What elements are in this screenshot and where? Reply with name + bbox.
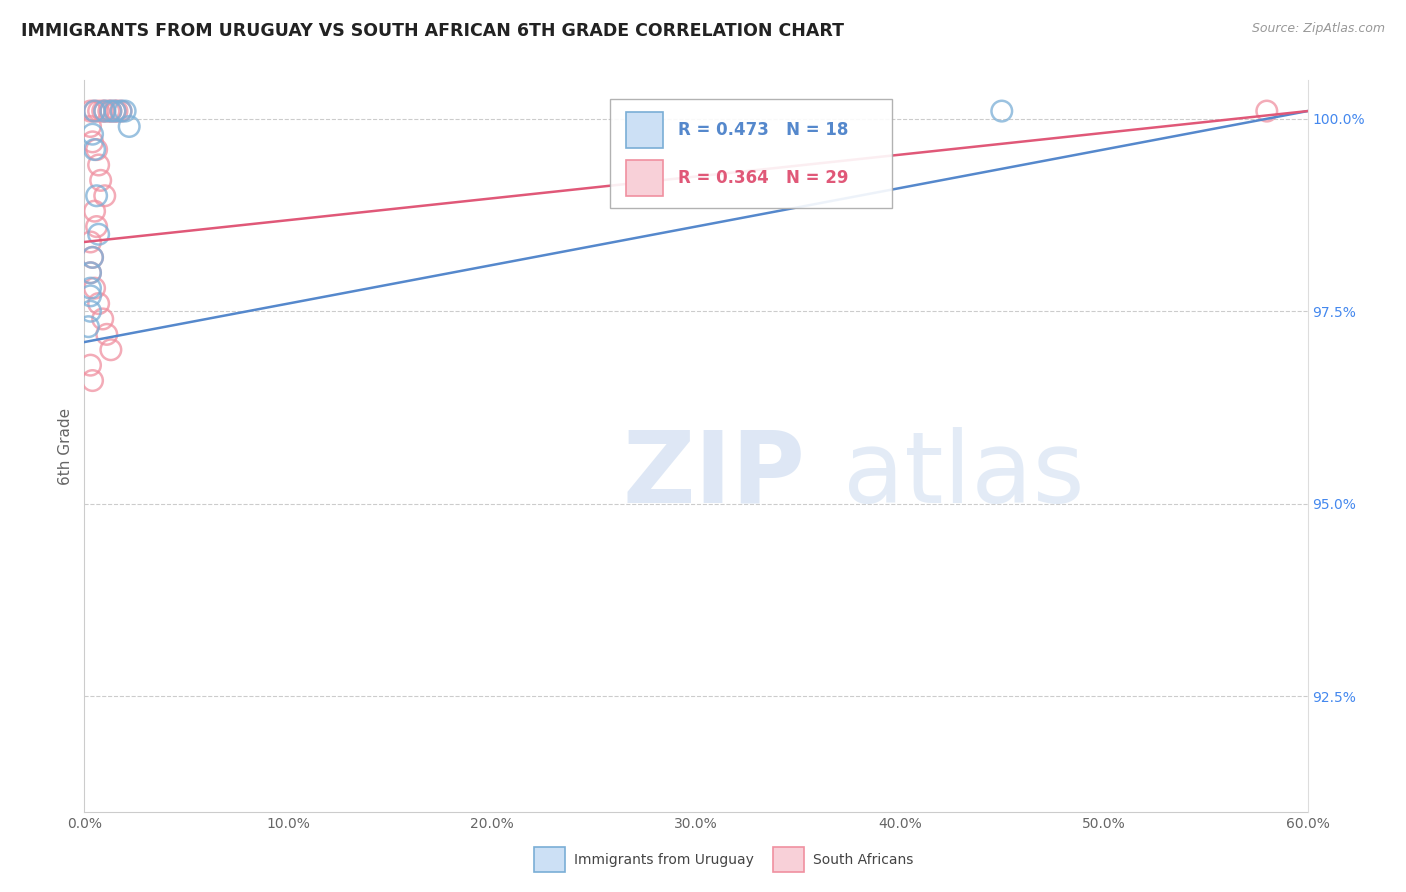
Text: IMMIGRANTS FROM URUGUAY VS SOUTH AFRICAN 6TH GRADE CORRELATION CHART: IMMIGRANTS FROM URUGUAY VS SOUTH AFRICAN…	[21, 22, 844, 40]
Point	[83, 281, 105, 295]
Text: South Africans: South Africans	[813, 853, 912, 867]
Point	[110, 104, 132, 119]
Point	[118, 120, 141, 134]
Text: R = 0.473   N = 18: R = 0.473 N = 18	[678, 121, 848, 139]
Text: atlas: atlas	[842, 426, 1084, 524]
Point	[114, 104, 136, 119]
Point	[83, 143, 105, 157]
Point	[93, 188, 117, 202]
Point	[96, 327, 118, 342]
Point	[79, 304, 101, 318]
Text: R = 0.364   N = 29: R = 0.364 N = 29	[678, 169, 848, 187]
Point	[991, 104, 1014, 119]
Point	[79, 266, 101, 280]
FancyBboxPatch shape	[610, 99, 891, 209]
Point	[100, 104, 122, 119]
Point	[91, 312, 114, 326]
Point	[79, 104, 101, 119]
FancyBboxPatch shape	[626, 112, 664, 148]
Point	[87, 104, 110, 119]
Point	[105, 104, 128, 119]
Point	[79, 281, 101, 295]
Point	[82, 251, 104, 265]
Point	[97, 104, 120, 119]
Point	[86, 188, 108, 202]
Point	[91, 104, 114, 119]
Point	[82, 127, 104, 141]
Point	[100, 104, 122, 119]
Y-axis label: 6th Grade: 6th Grade	[58, 408, 73, 484]
Point	[87, 296, 110, 310]
Point	[86, 143, 108, 157]
Point	[104, 104, 127, 119]
Text: Immigrants from Uruguay: Immigrants from Uruguay	[574, 853, 754, 867]
Point	[79, 358, 101, 372]
Point	[83, 104, 105, 119]
Text: ZIP: ZIP	[623, 426, 806, 524]
Point	[82, 135, 104, 149]
Point	[87, 227, 110, 242]
Point	[104, 104, 127, 119]
Point	[83, 104, 105, 119]
Point	[86, 219, 108, 234]
Point	[93, 104, 117, 119]
Point	[1256, 104, 1278, 119]
Point	[110, 104, 132, 119]
Point	[79, 266, 101, 280]
Text: Source: ZipAtlas.com: Source: ZipAtlas.com	[1251, 22, 1385, 36]
Point	[79, 120, 101, 134]
Point	[83, 204, 105, 219]
Point	[100, 343, 122, 357]
Point	[82, 374, 104, 388]
Point	[79, 289, 101, 303]
Point	[77, 319, 100, 334]
Point	[82, 251, 104, 265]
Point	[93, 104, 117, 119]
Point	[90, 173, 112, 187]
FancyBboxPatch shape	[626, 160, 664, 196]
Point	[79, 235, 101, 249]
Point	[87, 158, 110, 172]
